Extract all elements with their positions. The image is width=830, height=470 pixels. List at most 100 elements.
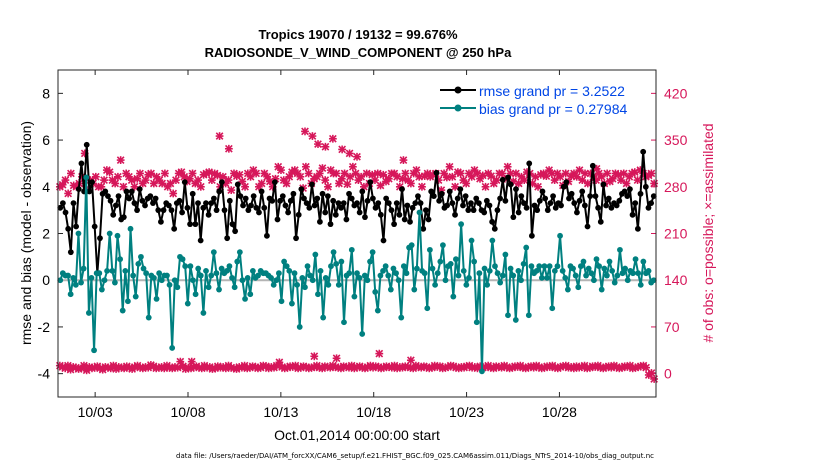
rmse-point	[383, 195, 390, 202]
rmse-point	[271, 179, 278, 186]
bias-point	[109, 267, 116, 274]
rmse-point	[75, 186, 82, 193]
obs-peak-marker	[328, 134, 337, 143]
rmse-point	[110, 211, 117, 218]
rmse-point	[605, 195, 612, 202]
rmse-point	[534, 207, 541, 214]
rmse-point	[375, 200, 382, 207]
bias-point	[187, 263, 194, 270]
rmse-point	[486, 202, 493, 209]
rmse-point	[176, 197, 183, 204]
rmse-point	[523, 204, 530, 211]
rmse-point	[521, 200, 527, 207]
rmse-point	[200, 204, 207, 211]
bias-point	[494, 270, 501, 277]
rmse-point	[253, 204, 260, 211]
bias-point	[393, 270, 399, 277]
bias-point	[268, 274, 274, 281]
bias-point	[333, 260, 340, 267]
rmse-point	[211, 195, 217, 202]
rmse-point	[290, 190, 297, 197]
bias-point	[286, 267, 293, 274]
rmse-point	[603, 202, 609, 209]
obs_possible_top-marker	[456, 169, 465, 178]
y-right-tick-label: 210	[664, 226, 688, 242]
rmse-point	[407, 218, 413, 225]
bias-point	[372, 288, 379, 295]
obs-peak-marker	[345, 149, 354, 158]
rmse-point	[399, 186, 405, 193]
rmse-point	[377, 211, 384, 218]
obs_possible_top-marker	[318, 164, 327, 172]
obs_possible_top-marker	[401, 169, 410, 178]
obs_possible_top-marker	[481, 182, 490, 191]
rmse-point	[70, 200, 77, 207]
bias-point	[114, 232, 121, 239]
axes-frame	[57, 69, 657, 398]
rmse-point	[409, 204, 416, 211]
rmse-point	[91, 223, 98, 230]
obs_possible_top-marker	[550, 176, 559, 185]
rmse-point	[97, 235, 103, 242]
bias-point	[650, 277, 657, 284]
bias-point	[377, 272, 384, 279]
bias-point	[411, 286, 418, 293]
bias-point	[80, 265, 87, 272]
bias-point	[481, 265, 488, 272]
rmse-point	[640, 148, 647, 155]
y-left-tick-label: -2	[38, 319, 51, 335]
obs_possible_bottom-marker	[650, 375, 659, 383]
bias-point	[450, 293, 457, 300]
bias-point	[559, 267, 566, 274]
chart-title-line-1: Tropics 19070 / 19132 = 99.676%	[258, 27, 458, 42]
bias-point	[307, 272, 314, 279]
obs_possible_top-marker	[556, 172, 565, 181]
bias-point	[580, 258, 587, 265]
rmse-point	[438, 190, 445, 197]
bias-point	[544, 274, 550, 281]
bias-point	[604, 272, 610, 279]
rmse-point	[571, 200, 578, 207]
bias-point	[645, 267, 652, 274]
rmse-point	[264, 232, 270, 239]
rmse-point	[78, 160, 85, 167]
bias-point	[611, 279, 618, 286]
bias-point	[510, 272, 517, 279]
y-right-tick-label: 350	[664, 132, 688, 148]
rmse-point	[393, 200, 400, 207]
obs-peak-marker	[301, 127, 309, 136]
rmse-point	[433, 169, 440, 176]
rmse-point	[168, 207, 175, 214]
bias-point	[122, 267, 129, 274]
rmse-point	[197, 237, 204, 244]
rmse-point	[152, 195, 159, 202]
rmse-point	[256, 209, 262, 216]
bias-point	[354, 270, 360, 277]
bias-point	[294, 281, 301, 288]
bias-point	[557, 232, 563, 239]
rmse-point	[332, 211, 339, 218]
rmse-point	[592, 193, 599, 200]
bias-point	[468, 237, 475, 244]
obs_possible_top-marker	[205, 168, 214, 177]
rmse-point	[621, 188, 628, 195]
rmse-point	[613, 202, 620, 209]
bias-point	[106, 230, 113, 237]
bias-point	[296, 324, 303, 330]
rmse-point	[510, 214, 517, 221]
rmse-point	[242, 195, 249, 202]
y-right-tick-label: 0	[664, 366, 672, 382]
rmse-point	[475, 200, 482, 207]
rmse-point	[595, 204, 602, 211]
y-left-tick-label: 0	[42, 272, 50, 288]
rmse-point	[364, 197, 371, 204]
rmse-point	[195, 200, 201, 207]
bias-point	[236, 249, 243, 256]
rmse-point	[645, 204, 652, 211]
bias-point	[125, 298, 131, 305]
bias-point	[328, 263, 334, 270]
bias-point	[130, 272, 137, 279]
rmse-point	[359, 188, 366, 195]
rmse-point	[306, 204, 313, 211]
